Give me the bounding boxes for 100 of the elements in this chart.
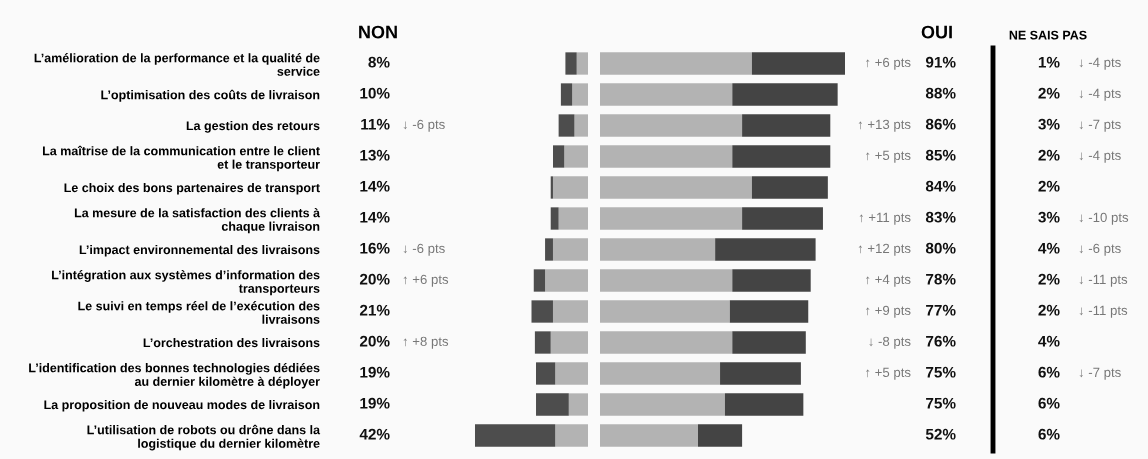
data-label: 2% [1038,304,1060,316]
bar [558,114,575,137]
bar [555,424,588,447]
bar [732,269,811,292]
data-label: ↑ +13 pts [858,119,911,132]
bar [560,83,573,106]
data-label: 10% [360,87,390,99]
bar [572,83,588,106]
bar [555,362,588,385]
data-label: ↓ -10 pts [1079,212,1129,225]
bar [558,207,588,230]
bar [732,83,838,106]
bar [600,424,698,447]
bar [564,145,588,168]
bar [531,300,553,323]
bar [600,176,752,199]
data-label: 2% [1038,149,1060,161]
data-label: 88% [925,87,956,99]
y-tick-label: L’optimisation des coûts de livraison [101,89,320,102]
data-label: 8% [368,56,390,68]
data-label: 13% [360,149,390,161]
data-label: 80% [925,242,956,254]
bar [533,269,546,292]
bar [600,362,721,385]
data-label: ↓ -6 pts [1079,243,1121,256]
data-label: 2% [1038,87,1060,99]
bar [552,176,588,199]
y-tick-label: L’amélioration de la performance et la qualité de service [34,53,320,76]
bar [720,362,801,385]
data-label: 52% [925,428,956,440]
y-tick-label: Le suivi en temps réel de l’exécution des livraisons [78,301,320,324]
data-label: ↓ -6 pts [403,243,445,256]
bar [724,393,804,416]
bar [550,176,553,199]
data-label: ↓ -11 pts [1079,274,1128,287]
y-tick-label: La proposition de nouveau modes de livraison [44,399,320,412]
bar [729,300,809,323]
bar [545,238,553,261]
data-label: 19% [360,366,390,378]
bar [568,393,588,416]
bar [732,331,806,354]
data-label: 19% [360,397,390,409]
bar [600,83,733,106]
bar [550,331,588,354]
data-label: ↓ -4 pts [1079,88,1121,101]
text: NON [359,25,397,39]
data-label: 14% [360,180,390,192]
data-label: 3% [1038,211,1060,223]
data-label: 75% [926,397,956,409]
text: OUI [921,25,952,39]
bar [600,52,752,75]
bar [552,300,588,323]
data-label: 78% [926,273,956,285]
data-label: ↑ +8 pts [403,336,449,349]
data-label: 76% [926,335,956,347]
data-label: 84% [925,180,956,192]
bar [698,424,743,447]
y-tick-label: L’orchestration des livraisons [143,337,320,348]
data-label: ↓ -7 pts [1079,367,1121,380]
data-label: 42% [359,428,390,440]
data-label: ↓ -8 pts [869,336,911,349]
data-label: 91% [925,56,956,68]
data-label: ↓ -4 pts [1079,150,1121,163]
y-tick-label: L’impact environnemental des livraisons [79,244,320,257]
bar [534,331,551,354]
bar [600,300,730,323]
data-label: ↓ -7 pts [1079,119,1121,132]
bar [552,238,588,261]
text: NE SAIS PAS [1009,30,1087,40]
data-label: ↑ +12 pts [858,243,911,256]
data-label: 85% [925,149,956,161]
bar [576,52,588,75]
y-tick-label: L’intégration aux systèmes d’information des transporteurs [52,270,320,296]
data-label: 2% [1038,273,1060,285]
bar [552,145,565,168]
bar [475,424,556,447]
data-label: 4% [1038,242,1060,254]
y-tick-label: La maîtrise de la communication entre le client et le transporteur [42,145,320,172]
data-label: 16% [360,242,390,254]
bar [751,176,828,199]
data-label: 6% [1038,366,1060,378]
data-label: ↑ +5 pts [866,367,911,380]
data-label: 86% [925,118,956,130]
data-label: 6% [1038,397,1060,409]
bar [600,207,743,230]
bar [600,269,733,292]
bar [742,114,831,137]
data-label: ↑ +6 pts [403,274,449,287]
bar [600,114,743,137]
data-label: 21% [359,304,390,316]
data-label: ↓ -6 pts [403,119,445,132]
data-label: ↑ +5 pts [866,150,911,163]
bar [574,114,588,137]
y-tick-label: Le choix des bons partenaires de transport [64,182,320,195]
data-label: 20% [359,273,390,285]
bar [715,238,816,261]
data-label: ↑ +9 pts [866,305,911,318]
bar [600,331,733,354]
y-tick-label: La mesure de la satisfaction des clients à chaque livraison [74,208,321,234]
data-label: 14% [360,211,390,223]
